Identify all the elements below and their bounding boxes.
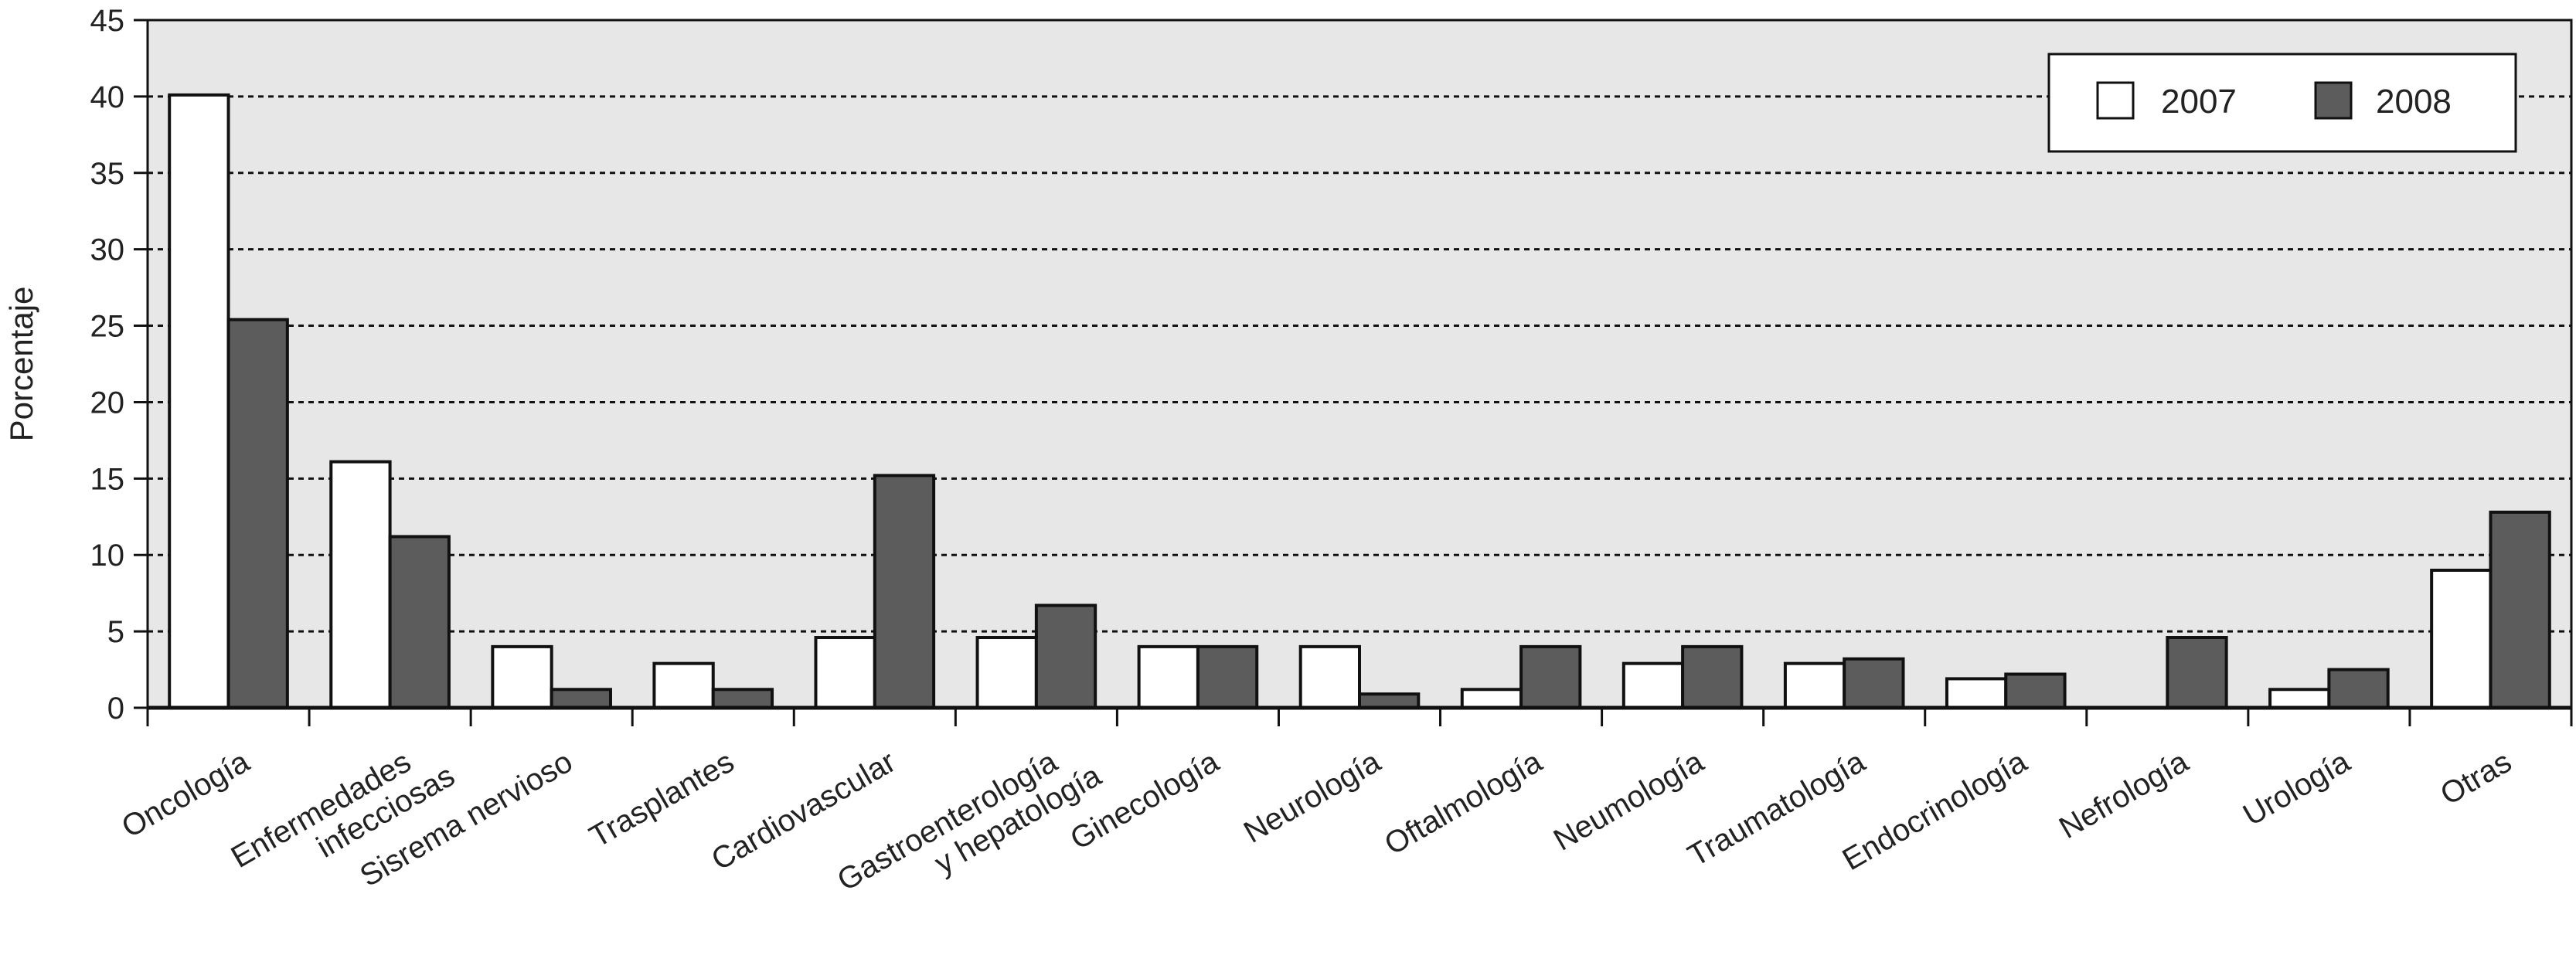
bar-2007-5: [975, 636, 1038, 709]
x-tick-label: Trasplantes: [584, 745, 740, 855]
bar-2008-5: [1034, 603, 1097, 709]
bar-2007-13: [2268, 688, 2331, 709]
x-tick-label-line: Urología: [2237, 744, 2357, 832]
bar-2007-14: [2430, 569, 2493, 709]
bar-2008-13: [2327, 668, 2390, 709]
y-tick-label: 10: [90, 539, 125, 573]
bar-2007-7: [1298, 644, 1362, 710]
bar-2007-9: [1621, 661, 1685, 710]
y-tick-label: 25: [90, 310, 125, 344]
bar-2008-7: [1358, 692, 1421, 710]
x-tick-label-line: Neumología: [1548, 744, 1710, 857]
x-tick-label-line: Nefrología: [2054, 744, 2194, 845]
bar-2008-12: [2166, 636, 2228, 709]
y-tick-label: 5: [107, 615, 124, 649]
y-axis-label: Porcentaje: [3, 287, 39, 442]
x-tick-label-line: Neurología: [1238, 744, 1387, 849]
x-tick-label: Urología: [2237, 744, 2357, 832]
y-tick-label: 20: [90, 386, 125, 420]
x-tick-label-line: Otras: [2435, 745, 2517, 812]
bar-2008-11: [2004, 672, 2067, 710]
bar-2007-0: [168, 93, 230, 709]
y-tick-label: 15: [90, 462, 125, 496]
bar-2008-8: [1519, 644, 1582, 710]
x-tick-label-line: Oncología: [116, 744, 256, 845]
y-tick-label: 30: [90, 233, 125, 267]
x-tick-label: Otras: [2435, 745, 2517, 812]
y-tick-label: 45: [90, 4, 125, 38]
bar-2008-6: [1196, 644, 1259, 710]
x-tick-label: Neumología: [1548, 744, 1710, 857]
x-tick-label: Oftalmología: [1379, 744, 1548, 862]
x-tick-label-line: Endocrinología: [1837, 744, 2033, 877]
bar-2007-6: [1137, 644, 1200, 710]
bar-2007-1: [329, 460, 392, 709]
bar-2008-0: [226, 318, 289, 709]
bar-2008-2: [550, 688, 612, 709]
y-tick-label: 40: [90, 80, 125, 114]
bar-2007-2: [491, 644, 553, 710]
bar-2007-4: [814, 636, 876, 709]
bar-2008-3: [711, 688, 774, 709]
bar-2008-14: [2489, 510, 2551, 709]
x-tick-label: Endocrinología: [1837, 744, 2033, 877]
x-tick-label: Neurología: [1238, 744, 1387, 849]
bar-2007-10: [1783, 661, 1846, 710]
x-tick-label: Enfermedadesinfecciosas: [226, 729, 461, 904]
bar-2007-3: [652, 661, 715, 710]
bar-2007-8: [1460, 688, 1523, 709]
x-tick-label-line: Oftalmología: [1379, 744, 1548, 862]
bar-2008-10: [1843, 657, 1905, 710]
x-tick-label: Nefrología: [2054, 744, 2194, 845]
legend-swatch-2007: [2096, 81, 2135, 120]
x-tick-label: Oncología: [116, 744, 256, 845]
legend-swatch-2008: [2314, 81, 2353, 120]
y-tick-label: 35: [90, 157, 125, 191]
legend-label-2008: 2008: [2376, 83, 2452, 121]
legend-label-2007: 2007: [2161, 83, 2237, 121]
legend: 2007 2008: [2047, 53, 2517, 153]
bar-2008-1: [388, 535, 451, 709]
bar-2008-4: [873, 474, 936, 710]
y-tick-label: 0: [107, 692, 124, 726]
x-tick-label-line: Trasplantes: [584, 745, 740, 855]
bar-2007-11: [1945, 677, 2008, 710]
bar-2008-9: [1681, 644, 1744, 710]
